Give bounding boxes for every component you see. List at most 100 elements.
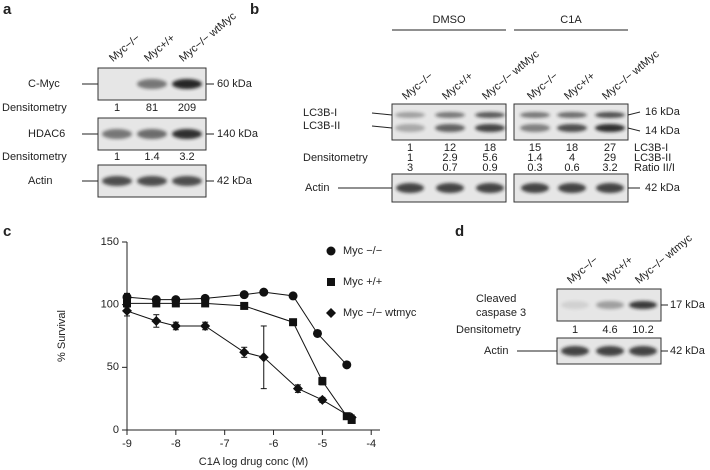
point	[292, 383, 303, 394]
densitometry-row-label: Ratio II/I	[634, 162, 675, 174]
point	[346, 412, 357, 423]
x-tick-label: -6	[269, 438, 279, 450]
x-tick-label: -5	[317, 438, 327, 450]
band	[595, 112, 625, 118]
blot-label: caspase 3	[476, 307, 526, 319]
lane-label: Myc+/+	[440, 70, 475, 102]
legend-marker	[326, 308, 336, 318]
legend-marker	[327, 278, 335, 286]
label-line	[627, 127, 641, 132]
densitometry-value: 1.4	[527, 152, 542, 164]
blot-size: 42 kDa	[670, 345, 706, 357]
blot	[391, 103, 507, 141]
band	[557, 124, 587, 132]
y-axis-label: % Survival	[56, 310, 68, 362]
y-tick-label: 0	[113, 424, 119, 436]
band	[102, 176, 132, 186]
densitometry-value: 1	[114, 102, 120, 114]
densitometry-value: 1	[572, 324, 578, 336]
lane-label: Myc+/+	[600, 254, 635, 286]
band	[172, 129, 202, 139]
point	[317, 394, 328, 405]
densitometry-value: 10.2	[632, 324, 653, 336]
densitometry-value: 4	[569, 152, 575, 164]
band	[475, 124, 505, 132]
lane-label: Myc−/−	[107, 32, 142, 64]
densitometry-value: 4.6	[602, 324, 617, 336]
group-label: DMSO	[433, 14, 466, 26]
label-line	[627, 111, 641, 116]
band	[520, 124, 550, 132]
band	[521, 183, 549, 193]
blot-label: Actin	[28, 175, 52, 187]
x-axis-label: C1A log drug conc (M)	[199, 456, 308, 468]
blot-label: Actin	[305, 182, 329, 194]
densitometry-value: 0.6	[564, 162, 579, 174]
point	[171, 299, 180, 308]
densitometry-value: 1	[407, 142, 413, 154]
band-label: LC3B-I	[303, 107, 337, 119]
label-line	[371, 112, 393, 116]
densitometry-value: 0.9	[482, 162, 497, 174]
point	[122, 305, 132, 316]
legend-label: Myc +/+	[343, 276, 382, 288]
densitometry-label: Densitometry	[2, 102, 67, 114]
point	[288, 291, 298, 301]
band	[435, 124, 465, 132]
lane-label: Myc−/− wtmyc	[633, 232, 695, 287]
point	[152, 299, 161, 308]
point	[342, 360, 352, 370]
densitometry-label: Densitometry	[456, 324, 521, 336]
panel-label: d	[455, 223, 464, 240]
fit-line	[126, 310, 352, 418]
point	[123, 299, 131, 308]
band	[561, 301, 589, 309]
lane-label: Myc+/+	[562, 70, 597, 102]
point	[259, 287, 269, 297]
band-label: LC3B-II	[303, 120, 340, 132]
point	[240, 301, 249, 310]
point	[201, 299, 210, 308]
band	[396, 183, 424, 193]
band	[629, 301, 657, 309]
blot-label: Actin	[484, 345, 508, 357]
point	[239, 290, 249, 300]
point	[312, 328, 322, 338]
legend-label: Myc −/−	[343, 245, 382, 257]
point	[200, 320, 211, 331]
densitometry-value: 5.6	[482, 152, 497, 164]
band-size: 14 kDa	[645, 125, 681, 137]
band	[557, 112, 587, 118]
blot-size: 140 kDa	[217, 128, 259, 140]
densitometry-value: 27	[604, 142, 616, 154]
blot	[513, 103, 629, 141]
densitometry-value: 3.2	[602, 162, 617, 174]
band-size: 16 kDa	[645, 106, 681, 118]
y-tick-label: 150	[101, 236, 119, 248]
densitometry-value: 15	[529, 142, 541, 154]
group-label: C1A	[560, 14, 582, 26]
band	[520, 112, 550, 118]
legend-marker	[326, 246, 336, 256]
blot-size: 42 kDa	[217, 175, 253, 187]
band	[172, 176, 202, 186]
band	[596, 301, 624, 309]
band	[395, 112, 425, 118]
densitometry-value: 209	[178, 102, 196, 114]
band	[435, 112, 465, 118]
band	[629, 346, 657, 356]
densitometry-value: 18	[566, 142, 578, 154]
band	[475, 112, 505, 118]
lane-label: Myc−/−	[400, 70, 435, 102]
band	[595, 124, 625, 132]
label-line	[371, 125, 393, 129]
x-tick-label: -9	[122, 438, 132, 450]
band	[137, 129, 167, 139]
densitometry-value: 3.2	[179, 151, 194, 163]
densitometry-value: 3	[407, 162, 413, 174]
densitometry-value: 12	[444, 142, 456, 154]
lane-label: Myc−/−	[525, 70, 560, 102]
point	[170, 320, 181, 331]
band	[596, 346, 624, 356]
